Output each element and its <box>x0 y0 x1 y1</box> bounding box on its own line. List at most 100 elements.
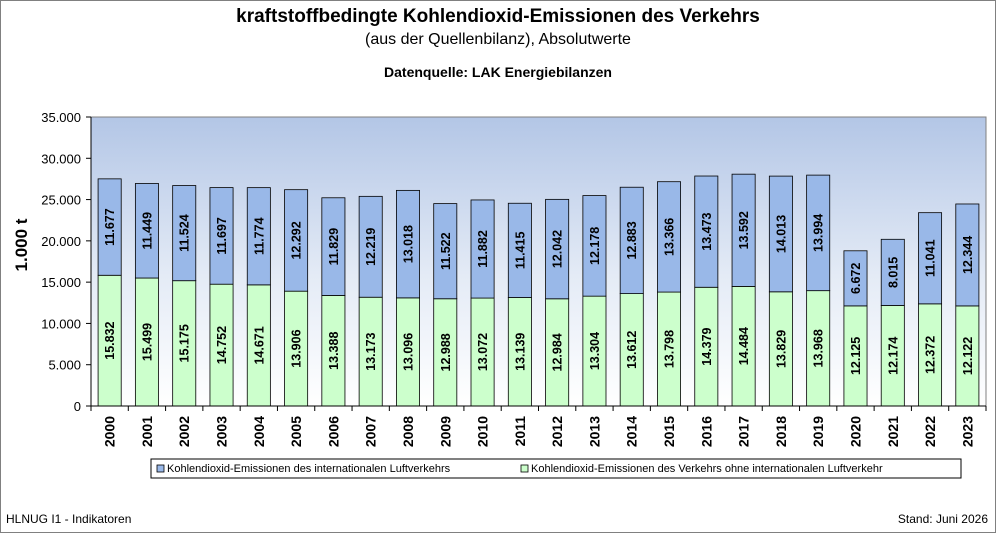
chart-subtitle: (aus der Quellenbilanz), Absolutwerte <box>365 31 631 48</box>
bar-segment-aviation <box>358 195 383 298</box>
x-tick-label: 2015 <box>661 416 677 447</box>
data-label: 13.592 <box>737 211 751 249</box>
x-tick-label: 2017 <box>736 416 752 447</box>
legend-label-international-aviation: Kohlendioxid-Emissionen des internationa… <box>167 463 451 475</box>
x-tick-label: 2000 <box>102 416 118 447</box>
bar-segment-aviation <box>918 212 943 305</box>
legend-label-transport-without-aviation: Kohlendioxid-Emissionen des Verkehrs ohn… <box>531 463 883 475</box>
x-tick-label: 2005 <box>288 416 304 447</box>
bar-segment-aviation <box>396 189 420 299</box>
x-tick-label: 2007 <box>363 416 379 447</box>
data-label: 11.829 <box>327 228 341 266</box>
data-label: 12.344 <box>961 236 975 274</box>
data-label: 12.219 <box>364 228 378 266</box>
data-label: 13.798 <box>663 330 677 368</box>
bar-segment-aviation <box>955 203 980 307</box>
data-label: 11.697 <box>215 217 229 255</box>
data-label: 13.994 <box>812 214 826 252</box>
x-tick-label: 2021 <box>885 416 901 447</box>
x-tick-label: 2011 <box>512 416 528 447</box>
bar-segment-aviation <box>246 187 271 286</box>
x-tick-label: 2022 <box>922 416 938 447</box>
data-label: 13.906 <box>290 329 304 367</box>
data-label: 13.829 <box>774 330 788 368</box>
data-label: 13.018 <box>401 225 415 263</box>
x-tick-label: 2016 <box>698 416 714 447</box>
x-tick-label: 2010 <box>475 416 491 447</box>
bar-segment-aviation <box>545 198 570 300</box>
data-label: 6.672 <box>849 263 863 294</box>
bar-segment-aviation <box>806 174 831 292</box>
data-label: 12.125 <box>849 337 863 375</box>
data-label: 13.072 <box>476 333 490 371</box>
data-label: 11.774 <box>252 217 266 255</box>
x-tick-label: 2009 <box>437 416 453 447</box>
data-label: 11.524 <box>178 214 192 252</box>
data-label: 12.174 <box>886 337 900 375</box>
data-label: 13.304 <box>588 332 602 370</box>
chart-title: kraftstoffbedingte Kohlendioxid-Emission… <box>236 6 760 27</box>
x-tick-label: 2014 <box>624 416 640 447</box>
y-tick-label: 5.000 <box>48 358 81 373</box>
y-tick-label: 0 <box>74 399 81 414</box>
x-tick-label: 2020 <box>847 416 863 447</box>
bar-segment-aviation <box>657 181 681 293</box>
data-label: 11.041 <box>924 239 938 277</box>
data-label: 15.499 <box>140 323 154 361</box>
data-label: 13.968 <box>812 329 826 367</box>
data-label: 13.473 <box>700 212 714 250</box>
x-tick-label: 2012 <box>549 416 565 447</box>
data-label: 14.752 <box>215 326 229 364</box>
x-tick-label: 2006 <box>325 416 341 447</box>
data-label: 14.013 <box>774 215 788 253</box>
bar-segment-aviation <box>694 175 719 288</box>
data-label: 12.292 <box>290 221 304 259</box>
y-tick-label: 15.000 <box>41 275 81 290</box>
bar-segment-aviation <box>843 250 868 307</box>
data-label: 12.122 <box>961 337 975 375</box>
data-label: 12.042 <box>551 230 565 268</box>
bar-segment-aviation <box>619 186 644 295</box>
y-tick-label: 20.000 <box>41 234 81 249</box>
x-tick-label: 2002 <box>176 416 192 447</box>
y-tick-label: 35.000 <box>41 110 81 125</box>
data-label: 13.612 <box>625 331 639 369</box>
x-tick-label: 2013 <box>586 416 602 447</box>
x-tick-label: 2018 <box>773 416 789 447</box>
x-tick-label: 2019 <box>810 416 826 447</box>
legend-swatch-transport-without-aviation <box>520 464 529 473</box>
data-label: 13.096 <box>401 333 415 371</box>
y-tick-label: 25.000 <box>41 193 81 208</box>
data-source: Datenquelle: LAK Energiebilanzen <box>384 64 612 80</box>
bar-segment-aviation <box>470 199 495 299</box>
data-label: 12.372 <box>924 336 938 374</box>
bar-segment-aviation <box>209 187 234 285</box>
bar-segment-aviation <box>880 238 905 306</box>
data-label: 8.015 <box>886 257 900 288</box>
data-label: 13.173 <box>364 332 378 370</box>
data-label: 12.883 <box>625 221 639 259</box>
y-tick-label: 10.000 <box>41 316 81 331</box>
data-label: 11.449 <box>140 212 154 250</box>
x-tick-label: 2001 <box>139 416 155 447</box>
bar-segment-aviation <box>768 175 793 293</box>
data-label: 13.139 <box>513 333 527 371</box>
bar-segment-aviation <box>97 178 122 276</box>
x-tick-label: 2004 <box>251 416 267 447</box>
footer-publisher: HLNUG I1 - Indikatoren <box>6 512 132 526</box>
data-label: 11.882 <box>476 230 490 268</box>
data-label: 13.366 <box>663 218 677 256</box>
bar-segment-aviation <box>321 197 346 296</box>
data-label: 12.988 <box>439 333 453 371</box>
y-axis-label: 1.000 t <box>12 218 31 271</box>
legend-swatch-international-aviation <box>156 464 165 473</box>
legend-box <box>150 458 962 479</box>
x-tick-label: 2003 <box>214 416 230 447</box>
data-label: 14.379 <box>700 327 714 365</box>
bar-segment-aviation <box>582 195 607 297</box>
x-tick-label: 2008 <box>400 416 416 447</box>
data-label: 15.175 <box>178 324 192 362</box>
data-label: 14.484 <box>737 327 751 365</box>
footer-date: Stand: Juni 2026 <box>897 512 988 526</box>
bar-segment-aviation <box>731 173 756 287</box>
